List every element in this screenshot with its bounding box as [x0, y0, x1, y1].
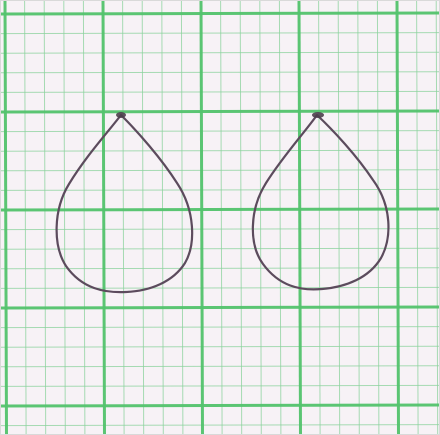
grid-minor-horizontal-line: [0, 247, 440, 250]
hoop-clasp-right: [312, 112, 324, 118]
grid-major-horizontal-line: [0, 11, 440, 16]
grid-minor-horizontal-line: [0, 326, 440, 329]
grid-minor-horizontal-line: [0, 51, 440, 54]
grid-minor-horizontal-line: [0, 71, 440, 74]
grid-minor-horizontal-line: [0, 384, 440, 387]
grid-minor-horizontal-line: [0, 267, 440, 270]
grid-minor-horizontal-line: [0, 345, 440, 348]
grid-minor-vertical-line: [376, 0, 380, 435]
grid-minor-horizontal-line: [0, 424, 440, 427]
grid-minor-horizontal-line: [0, 286, 440, 289]
grid-major-horizontal-line: [0, 305, 440, 310]
grid-minor-vertical-line: [357, 0, 360, 435]
grid-minor-vertical-line: [416, 0, 419, 435]
grid-minor-horizontal-line: [0, 188, 440, 191]
grid-major-vertical-line: [101, 0, 106, 435]
grid-minor-horizontal-line: [0, 228, 440, 231]
hoop-wire-left: [55, 113, 194, 294]
grid-minor-horizontal-line: [0, 149, 440, 152]
hoop-earring-right: [251, 112, 390, 291]
grid-major-vertical-line: [395, 0, 400, 435]
grid-minor-vertical-line: [435, 0, 439, 435]
grid-major-horizontal-line: [0, 403, 440, 408]
hoop-clasp-left: [116, 112, 126, 118]
grid-minor-horizontal-line: [0, 130, 440, 133]
grid-major-horizontal-line: [0, 109, 440, 114]
grid-major-vertical-line: [297, 0, 302, 435]
grid-minor-horizontal-line: [0, 32, 440, 35]
hoop-earring-left: [55, 112, 194, 294]
grid-major-horizontal-line: [0, 207, 440, 212]
hoop-wire-right: [251, 113, 390, 291]
grid-major-vertical-line: [199, 0, 204, 435]
grid-minor-horizontal-line: [0, 365, 440, 368]
grid-minor-horizontal-line: [0, 90, 440, 93]
grid-major-vertical-line: [3, 0, 8, 435]
